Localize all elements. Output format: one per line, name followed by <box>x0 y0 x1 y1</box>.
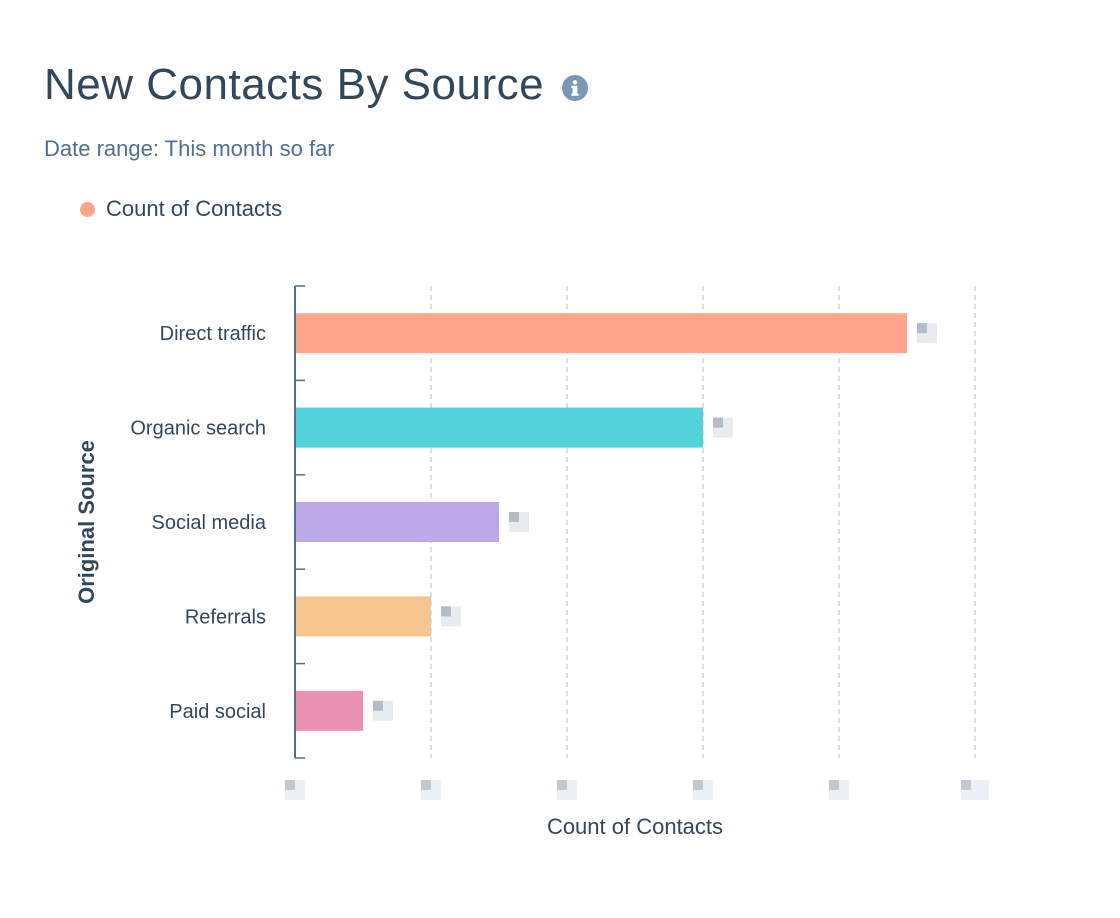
legend-swatch <box>80 201 95 217</box>
x-tick-label-obscured <box>285 780 305 800</box>
x-tick-label-obscured <box>557 780 577 800</box>
category-label: Organic search <box>130 418 266 440</box>
date-range-label: Date range: This month so far <box>44 136 335 161</box>
chart-title: New Contacts By Source <box>44 60 545 109</box>
y-axis-title: Original Source <box>74 440 99 604</box>
x-axis-title: Count of Contacts <box>547 814 723 839</box>
category-label: Direct traffic <box>160 323 266 345</box>
x-tick-label-obscured <box>421 780 441 800</box>
bar <box>296 502 499 542</box>
x-tick-label-obscured <box>829 780 849 800</box>
bar <box>296 313 907 354</box>
value-label-obscured <box>441 606 461 627</box>
chart-legend[interactable]: Count of Contacts <box>80 196 282 222</box>
legend-label: Count of Contacts <box>106 196 283 221</box>
bar <box>296 690 363 731</box>
category-label: Referrals <box>185 606 266 628</box>
x-tick-label-obscured <box>693 780 713 800</box>
category-label: Paid social <box>169 701 266 723</box>
bar <box>296 596 431 637</box>
value-label-obscured <box>509 512 529 532</box>
category-label: Social media <box>151 512 266 534</box>
value-label-obscured <box>373 700 393 721</box>
value-label-obscured <box>917 323 937 344</box>
chart-header: New Contacts By Source <box>44 60 589 110</box>
x-tick-label-obscured <box>961 780 989 800</box>
value-label-obscured <box>713 417 733 438</box>
bar <box>296 407 703 448</box>
info-circle-icon[interactable] <box>562 75 589 101</box>
